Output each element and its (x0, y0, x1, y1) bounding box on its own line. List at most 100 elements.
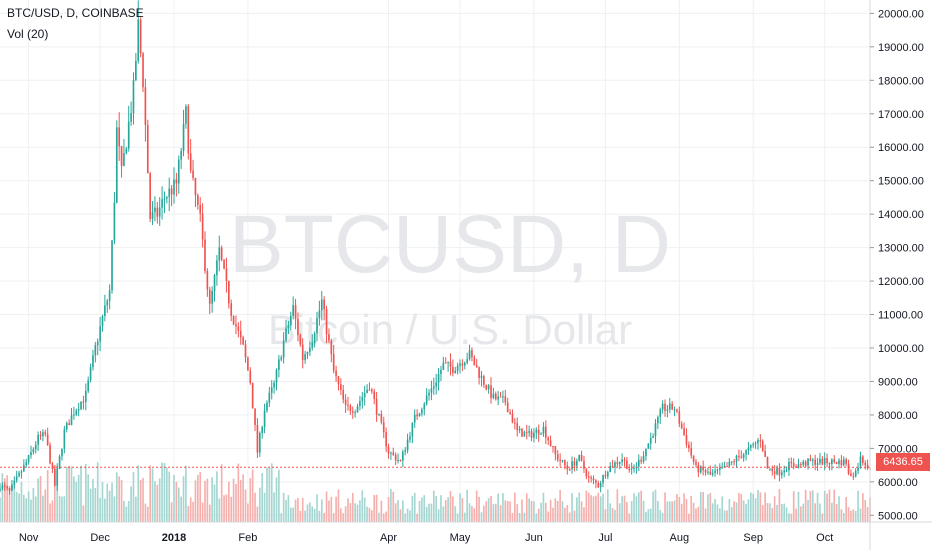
candle-body (516, 423, 519, 431)
candle-body (578, 454, 581, 461)
volume-bar (46, 470, 49, 522)
volume-bar (802, 503, 805, 522)
symbol-title[interactable]: BTC/USD, D, COINBASE (7, 6, 144, 20)
candle-body (749, 445, 752, 448)
volume-bar (242, 474, 244, 522)
candle-body (537, 429, 540, 435)
volume-bar (811, 490, 814, 522)
candle-body (401, 451, 404, 461)
volume-bar (87, 474, 90, 522)
volume-bar (294, 499, 297, 522)
volume-bar (456, 513, 459, 522)
candle-body (275, 370, 278, 383)
volume-bar (592, 496, 595, 522)
candle-body (335, 370, 337, 377)
candle-body (199, 204, 202, 214)
candle-body (123, 153, 125, 166)
volume-bar (668, 501, 671, 522)
candle-body (230, 303, 233, 316)
candle-body (573, 461, 576, 466)
volume-bar (502, 493, 504, 522)
volume-bar (313, 508, 316, 522)
price-axis-tick-label: 7000.00 (878, 443, 918, 455)
candle-body (130, 113, 132, 122)
volume-bar (842, 513, 845, 522)
candle-body (437, 374, 440, 383)
volume-bar (285, 499, 287, 522)
candle-body (392, 452, 395, 455)
candle-body (697, 464, 700, 473)
volume-bar (852, 509, 855, 522)
volume-bar (120, 479, 123, 522)
volume-bar (280, 513, 283, 522)
candle-body (13, 480, 16, 485)
candle-body (39, 434, 42, 437)
time-axis-tick-label: Jun (525, 532, 543, 544)
volume-bar (61, 496, 63, 522)
volume-bar (711, 503, 714, 522)
volume-bar (56, 466, 59, 522)
volume-bar (425, 506, 428, 522)
volume-bar (628, 513, 631, 522)
candle-body (11, 484, 13, 491)
volume-bar (435, 496, 438, 522)
candle-body (142, 53, 144, 88)
candle-body (561, 460, 564, 462)
candle-body (821, 458, 824, 465)
candle-body (838, 460, 840, 464)
candle-body (132, 80, 135, 114)
volume-bar (850, 510, 852, 522)
volume-bar (20, 481, 23, 522)
candle-body (449, 361, 452, 367)
candle-body (30, 452, 32, 456)
volume-bar (201, 502, 204, 522)
volume-bar (111, 482, 113, 522)
candle-body (766, 456, 769, 469)
volume-bar (723, 510, 726, 522)
volume-bar (697, 506, 700, 522)
candle-body (373, 391, 376, 399)
candle-body (82, 401, 85, 403)
candle-body (804, 461, 807, 466)
candle-body (149, 173, 151, 219)
candle-body (745, 450, 747, 455)
volume-bar (452, 496, 454, 522)
candle-body (394, 454, 397, 461)
candle-body (754, 443, 757, 445)
volume-bar (123, 500, 125, 522)
candle-body (463, 362, 466, 366)
candle-body (320, 299, 323, 311)
volume-bar (559, 490, 561, 522)
volume-bar (606, 489, 609, 522)
volume-bar (80, 465, 82, 522)
watermark-description: Bitcoin / U.S. Dollar (268, 306, 632, 353)
volume-bar (797, 491, 800, 522)
volume-bar (278, 469, 280, 522)
price-axis-tick-label: 15000.00 (878, 176, 924, 188)
volume-bar (368, 507, 371, 522)
volume-bar (618, 503, 621, 522)
candle-body (239, 330, 242, 338)
volume-bar (92, 479, 94, 522)
volume-bar (84, 464, 87, 522)
candle-body (852, 475, 855, 477)
volume-bar (690, 495, 693, 522)
time-axis-tick-label: Jul (598, 532, 612, 544)
volume-indicator-label[interactable]: Vol (20) (7, 27, 49, 41)
candle-body (676, 409, 678, 412)
candle-body (535, 429, 538, 433)
volume-bar (752, 493, 755, 522)
volume-bar (518, 513, 521, 522)
volume-bar (719, 508, 721, 522)
volume-bar (621, 496, 623, 522)
candle-body (814, 459, 817, 465)
volume-bar (475, 490, 478, 522)
volume-bar (578, 492, 581, 522)
candle-body (146, 124, 149, 174)
candle-body (683, 428, 685, 436)
volume-bar (197, 474, 199, 522)
candle-body (707, 471, 709, 473)
volume-bar (142, 477, 144, 522)
